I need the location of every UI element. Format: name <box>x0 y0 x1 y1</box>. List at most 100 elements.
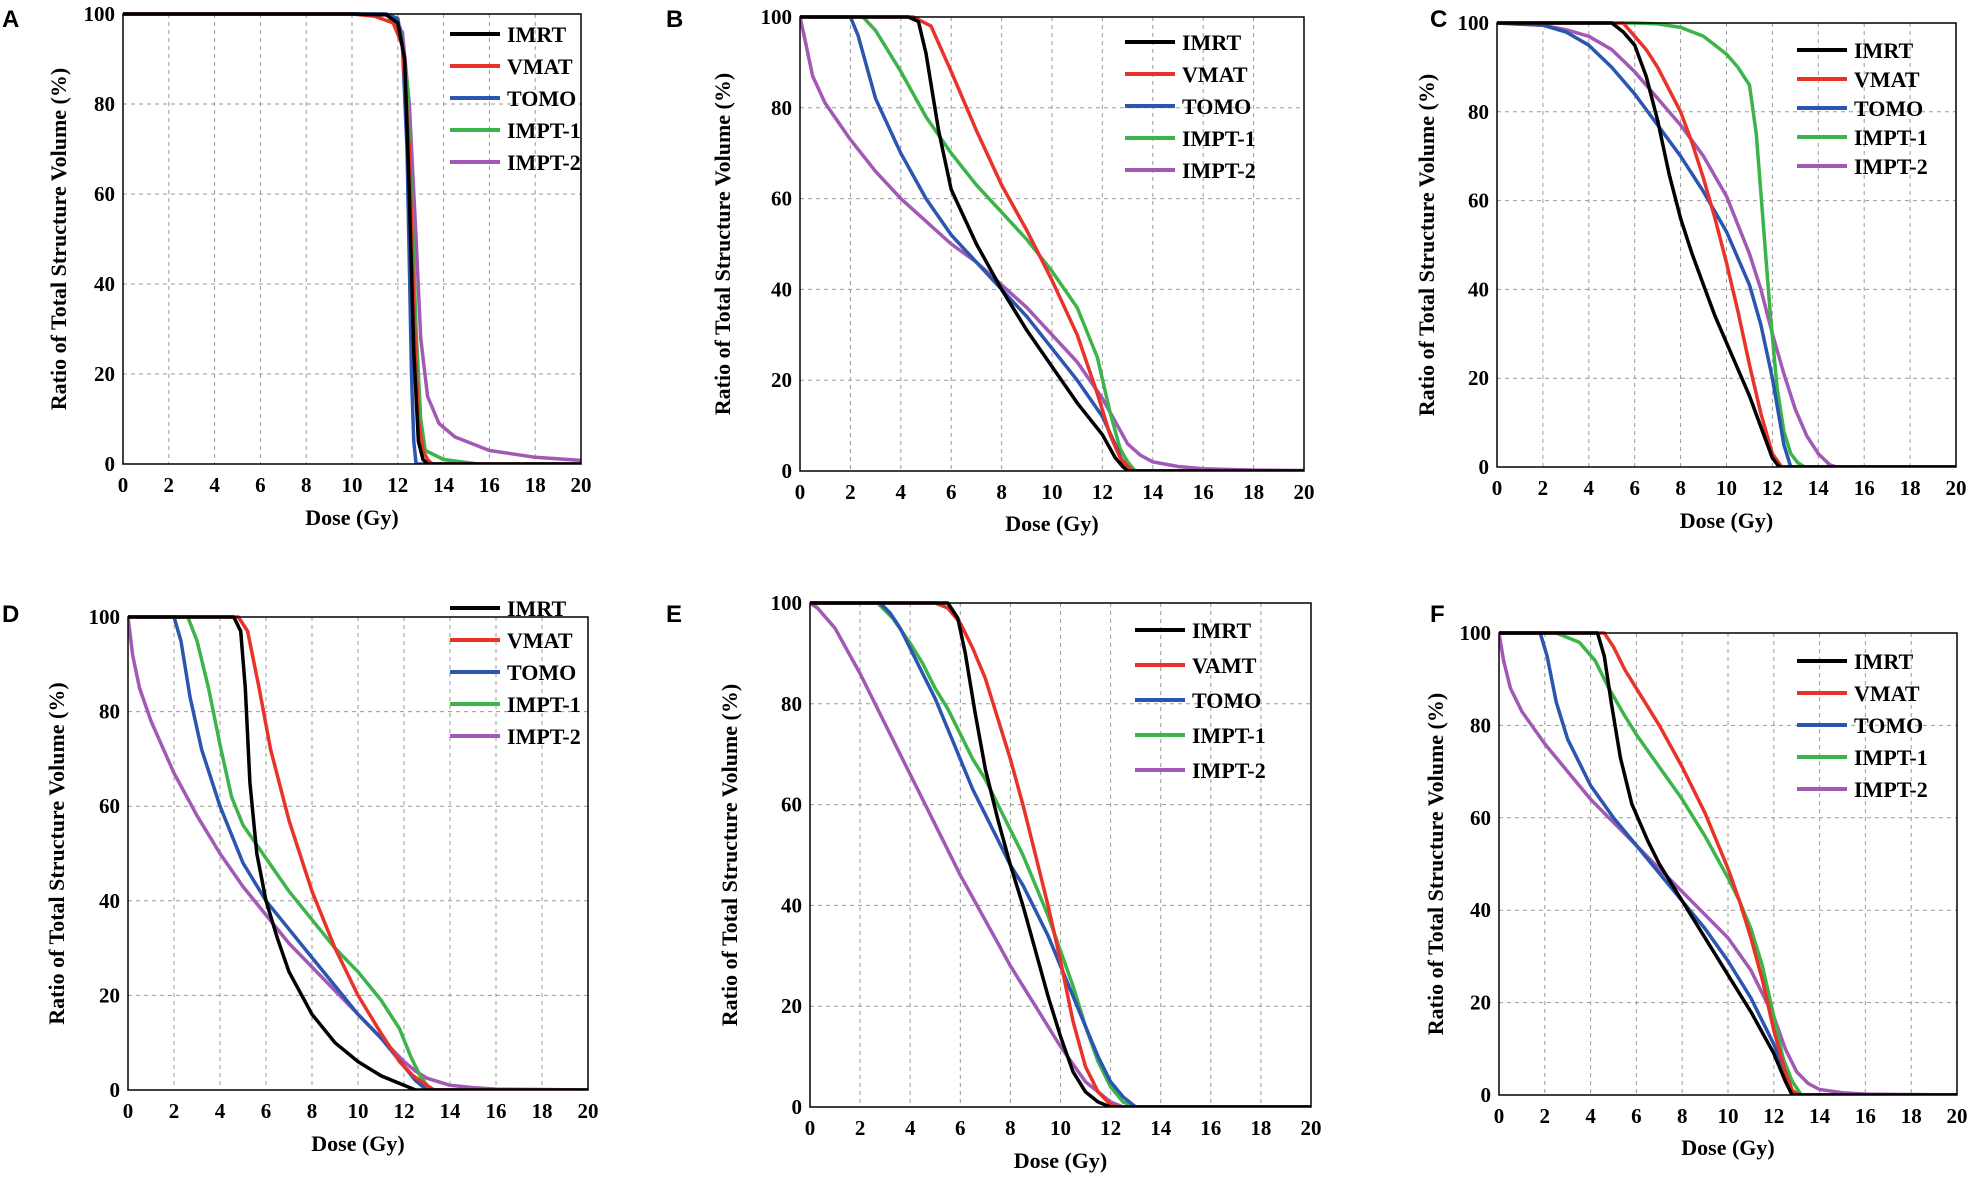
x-tick-label: 8 <box>1677 1104 1688 1128</box>
y-tick-label: 40 <box>99 889 120 913</box>
y-tick-label: 80 <box>94 92 115 116</box>
chart-panel-f: F 0 2 4 6 8 10 12 14 16 18 20 0 20 40 60 80 100 Dose (Gy) R… <box>1423 601 1968 1160</box>
x-tick-label: 10 <box>1718 1104 1739 1128</box>
x-tick-label: 6 <box>1629 476 1640 500</box>
series-line-impt-2 <box>800 15 1304 471</box>
x-tick-label: 10 <box>1050 1116 1071 1140</box>
y-axis-title: Ratio of Total Structure Volume (%) <box>46 68 71 410</box>
x-tick-label: 14 <box>433 473 455 497</box>
x-axis-title: Dose (Gy) <box>1014 1148 1107 1173</box>
x-tick-label: 12 <box>394 1099 415 1123</box>
x-tick-label: 12 <box>1762 476 1783 500</box>
legend-label-tomo: TOMO <box>1182 94 1251 119</box>
plot-frame <box>799 16 1305 472</box>
x-tick-label: 14 <box>1150 1116 1172 1140</box>
x-tick-label: 6 <box>946 480 957 504</box>
legend-label-impt-2: IMPT-2 <box>1854 777 1928 802</box>
x-tick-label: 6 <box>955 1116 966 1140</box>
y-tick-label: 40 <box>781 893 802 917</box>
legend-label-tomo: TOMO <box>507 86 576 111</box>
series-line-vmat <box>1499 631 1957 1095</box>
x-tick-label: 12 <box>387 473 408 497</box>
legend-label-vmat: VMAT <box>507 54 573 79</box>
y-tick-label: 100 <box>1460 621 1492 645</box>
x-tick-label: 16 <box>1855 1104 1876 1128</box>
series-line-imrt <box>1499 631 1957 1095</box>
x-tick-label: 14 <box>1142 480 1164 504</box>
x-tick-label: 8 <box>307 1099 318 1123</box>
series-line-tomo <box>810 601 1311 1107</box>
y-tick-label: 80 <box>1468 100 1489 124</box>
y-tick-label: 20 <box>1468 366 1489 390</box>
x-tick-label: 16 <box>479 473 500 497</box>
x-tick-label: 12 <box>1763 1104 1784 1128</box>
x-tick-label: 12 <box>1092 480 1113 504</box>
panel-letter: F <box>1430 601 1445 628</box>
y-tick-label: 0 <box>782 459 793 483</box>
y-tick-label: 100 <box>84 2 116 26</box>
x-tick-label: 10 <box>348 1099 369 1123</box>
y-tick-label: 0 <box>105 452 116 476</box>
y-tick-label: 100 <box>771 591 803 615</box>
panel-letter: B <box>666 6 683 33</box>
x-axis-title: Dose (Gy) <box>305 505 398 530</box>
legend-label-impt-2: IMPT-2 <box>507 150 581 175</box>
x-tick-label: 0 <box>1494 1104 1505 1128</box>
legend-label-impt-1: IMPT-1 <box>507 118 581 143</box>
plot-frame <box>122 13 582 465</box>
y-tick-label: 0 <box>110 1078 121 1102</box>
series-group <box>1497 21 1956 467</box>
legend-label-imrt: IMRT <box>1854 649 1913 674</box>
legend-label-imrt: IMRT <box>1854 38 1913 63</box>
x-tick-label: 8 <box>301 473 312 497</box>
x-tick-label: 12 <box>1100 1116 1121 1140</box>
legend: IMRT VMAT TOMO IMPT-1 IMPT-2 <box>450 22 581 175</box>
series-line-vmat <box>1497 21 1956 467</box>
legend-label-vamt: VAMT <box>1192 653 1257 678</box>
chart-panel-e: E 0 2 4 6 8 10 12 14 16 18 20 0 20 40 60 80 100 Dose (Gy) R… <box>666 591 1322 1173</box>
series-group <box>128 615 588 1090</box>
y-axis-title: Ratio of Total Structure Volume (%) <box>1414 74 1439 416</box>
x-tick-label: 16 <box>486 1099 507 1123</box>
legend-label-impt-2: IMPT-2 <box>1192 758 1266 783</box>
x-tick-label: 20 <box>1946 476 1967 500</box>
x-tick-label: 0 <box>795 480 806 504</box>
series-line-imrt <box>128 615 588 1090</box>
legend-label-imrt: IMRT <box>1192 618 1251 643</box>
x-tick-label: 8 <box>996 480 1007 504</box>
series-line-impt-1 <box>1497 21 1956 467</box>
y-axis-title: Ratio of Total Structure Volume (%) <box>1423 693 1448 1035</box>
x-tick-label: 20 <box>1301 1116 1322 1140</box>
series-line-impt-1 <box>800 15 1304 471</box>
x-tick-label: 0 <box>1492 476 1503 500</box>
plot-frame <box>127 616 589 1091</box>
x-tick-label: 2 <box>169 1099 180 1123</box>
series-line-impt-2 <box>1499 631 1957 1095</box>
y-tick-label: 100 <box>761 5 793 29</box>
x-tick-label: 20 <box>1294 480 1315 504</box>
x-tick-label: 4 <box>896 480 907 504</box>
legend: IMRT VMAT TOMO IMPT-1 IMPT-2 <box>1797 649 1928 802</box>
x-tick-label: 20 <box>578 1099 599 1123</box>
series-line-vmat <box>128 615 588 1090</box>
chart-panel-a: A 0 2 4 6 8 10 12 14 16 18 20 0 20 40 60 80 100 Dose (Gy) R… <box>2 2 592 530</box>
x-tick-label: 20 <box>571 473 592 497</box>
x-axis-title: Dose (Gy) <box>311 1131 404 1156</box>
y-tick-label: 0 <box>1479 455 1490 479</box>
series-line-tomo <box>1497 21 1956 467</box>
x-tick-label: 10 <box>342 473 363 497</box>
legend-label-vmat: VMAT <box>507 628 573 653</box>
legend-label-tomo: TOMO <box>1192 688 1261 713</box>
x-tick-label: 10 <box>1716 476 1737 500</box>
x-tick-label: 6 <box>255 473 266 497</box>
plot-frame <box>1498 632 1958 1096</box>
series-line-imrt <box>800 15 1304 471</box>
plot-frame <box>809 602 1312 1108</box>
y-tick-label: 20 <box>94 362 115 386</box>
y-tick-label: 20 <box>1470 991 1491 1015</box>
legend-label-tomo: TOMO <box>1854 96 1923 121</box>
y-axis-title: Ratio of Total Structure Volume (%) <box>710 73 735 415</box>
chart-panel-c: C 0 2 4 6 8 10 12 14 16 18 20 0 20 40 60 80 100 Dose (Gy) R… <box>1414 6 1967 533</box>
y-axis-title: Ratio of Total Structure Volume (%) <box>44 682 69 1024</box>
y-tick-label: 0 <box>792 1095 803 1119</box>
